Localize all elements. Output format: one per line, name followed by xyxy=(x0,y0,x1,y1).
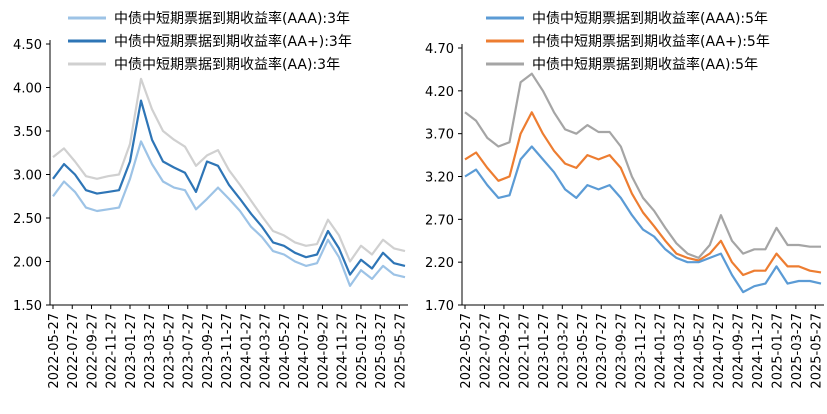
x-tick-label: 2023-03-27 xyxy=(556,313,571,389)
y-tick-label: 2.50 xyxy=(13,212,42,227)
x-tick-label: 2023-01-27 xyxy=(124,313,139,389)
x-tick-label: 2022-11-27 xyxy=(517,313,532,389)
legend-label: 中债中短期票据到期收益率(AAA):3年 xyxy=(114,10,350,27)
x-tick-label: 2022-09-27 xyxy=(498,313,513,389)
y-tick-label: 2.00 xyxy=(13,256,42,271)
x-tick-label: 2025-03-27 xyxy=(790,313,805,389)
y-tick-label: 3.00 xyxy=(13,169,42,184)
x-tick-label: 2024-01-27 xyxy=(239,313,254,389)
legend-label: 中债中短期票据到期收益率(AA+):5年 xyxy=(532,33,770,50)
chart-5y: 4.70 4.20 3.70 3.20 2.70 2.20 1.70 2022-05-27 20… xyxy=(425,10,824,389)
y-tick-label: 4.20 xyxy=(425,85,454,100)
y-tick-label: 3.50 xyxy=(13,125,42,140)
series-line xyxy=(52,140,406,287)
x-tick-label: 2023-11-27 xyxy=(634,313,649,389)
series-line xyxy=(464,72,821,259)
x-tick-label: 2024-07-27 xyxy=(297,313,312,389)
y-tick-label: 1.70 xyxy=(425,299,454,314)
x-tick-label: 2024-03-27 xyxy=(673,313,688,389)
x-tick-label: 2023-05-27 xyxy=(162,313,177,389)
x-tick-label: 2025-01-27 xyxy=(355,313,370,389)
x-tick-label: 2023-09-27 xyxy=(201,313,216,389)
x-tick-label: 2022-09-27 xyxy=(85,313,100,389)
legend-label: 中债中短期票据到期收益率(AA):3年 xyxy=(114,56,340,73)
x-tick-label: 2022-07-27 xyxy=(478,313,493,389)
legend-label: 中债中短期票据到期收益率(AA):5年 xyxy=(532,56,758,73)
x-tick-label: 2025-03-27 xyxy=(374,313,389,389)
x-tick-label: 2024-09-27 xyxy=(316,313,331,389)
x-tick-label: 2024-11-27 xyxy=(751,313,766,389)
y-tick-label: 4.50 xyxy=(13,38,42,53)
x-tick-label: 2023-05-27 xyxy=(576,313,591,389)
x-tick-label: 2024-07-27 xyxy=(712,313,727,389)
chart-3y: 4.50 4.00 3.50 3.00 2.50 2.00 1.50 2022-05-27 20… xyxy=(13,10,408,389)
x-tick-label: 2024-11-27 xyxy=(336,313,351,389)
legend-label: 中债中短期票据到期收益率(AA+):3年 xyxy=(114,33,352,50)
x-tick-label: 2022-05-27 xyxy=(47,313,62,389)
series-line xyxy=(464,145,822,294)
x-tick-label: 2024-03-27 xyxy=(259,313,274,389)
x-tick-label: 2023-11-27 xyxy=(220,313,235,389)
x-tick-label: 2023-07-27 xyxy=(182,313,197,389)
x-tick-label: 2024-09-27 xyxy=(731,313,746,389)
y-tick-label: 1.50 xyxy=(13,299,42,314)
y-tick-label: 3.70 xyxy=(425,128,454,143)
y-tick-label: 4.70 xyxy=(425,42,454,57)
x-tick-label: 2024-01-27 xyxy=(654,313,669,389)
x-tick-label: 2023-01-27 xyxy=(537,313,552,389)
x-tick-label: 2023-07-27 xyxy=(595,313,610,389)
x-tick-label: 2023-03-27 xyxy=(143,313,158,389)
series-line xyxy=(464,111,822,277)
x-tick-label: 2024-05-27 xyxy=(693,313,708,389)
x-tick-label: 2025-05-27 xyxy=(393,313,408,389)
series-line xyxy=(52,77,406,263)
x-tick-label: 2022-05-27 xyxy=(459,313,474,389)
legend-label: 中债中短期票据到期收益率(AAA):5年 xyxy=(532,10,768,27)
y-tick-label: 2.70 xyxy=(425,213,454,228)
y-tick-label: 4.00 xyxy=(13,82,42,97)
y-tick-label: 2.20 xyxy=(425,256,454,271)
x-tick-label: 2024-05-27 xyxy=(278,313,293,389)
y-tick-label: 3.20 xyxy=(425,171,454,186)
x-tick-label: 2023-09-27 xyxy=(615,313,630,389)
series-line xyxy=(52,99,406,276)
x-tick-label: 2022-07-27 xyxy=(66,313,81,389)
x-tick-label: 2025-05-27 xyxy=(809,313,824,389)
x-tick-label: 2022-11-27 xyxy=(105,313,120,389)
x-tick-label: 2025-01-27 xyxy=(770,313,785,389)
